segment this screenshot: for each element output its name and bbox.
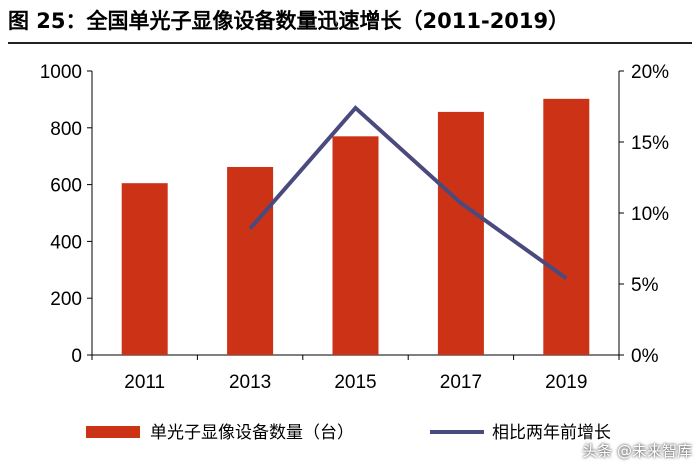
x-tick-label: 2011 — [124, 372, 165, 393]
y-right-tick-label: 5% — [631, 275, 659, 296]
y-left-tick-label: 800 — [50, 119, 82, 140]
bar — [437, 111, 484, 356]
legend-label-bar: 单光子显像设备数量（台） — [150, 423, 354, 443]
bar — [543, 98, 590, 355]
legend-label-line: 相比两年前增长 — [492, 423, 611, 443]
y-right-tick-label: 0% — [631, 346, 659, 367]
bar — [332, 136, 379, 355]
y-right-tick-label: 15% — [631, 133, 669, 154]
chart-title: 图 25：全国单光子显像设备数量迅速增长（2011-2019） — [8, 9, 570, 33]
x-tick-label: 2013 — [229, 372, 271, 393]
growth-line — [248, 105, 568, 280]
bar — [121, 183, 168, 355]
y-left-tick-label: 400 — [50, 232, 82, 253]
y-left-tick-label: 1000 — [40, 62, 82, 83]
y-right-tick-label: 20% — [631, 62, 669, 83]
y-left-tick-label: 200 — [50, 289, 82, 310]
watermark: 头条 @未来智库 — [582, 442, 692, 460]
title-divider — [8, 42, 692, 44]
legend-swatch-bar — [86, 426, 140, 438]
x-tick-label: 2019 — [545, 372, 587, 393]
y-left-tick-label: 0 — [71, 346, 82, 367]
bar — [227, 166, 274, 355]
y-left-tick-label: 600 — [50, 176, 82, 197]
x-tick-label: 2017 — [440, 372, 482, 393]
x-tick-label: 2015 — [334, 372, 376, 393]
y-right-tick-label: 10% — [631, 204, 669, 225]
